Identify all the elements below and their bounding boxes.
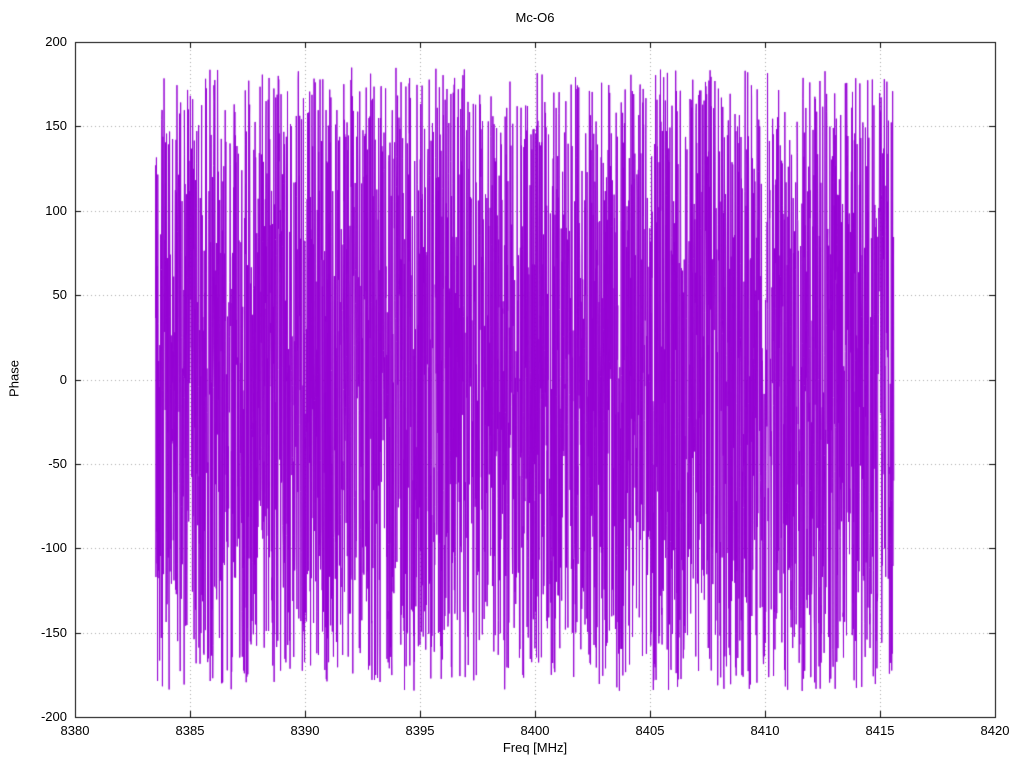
x-tick-label: 8405	[635, 723, 665, 738]
x-tick-label: 8385	[175, 723, 205, 738]
x-tick-label: 8380	[60, 723, 90, 738]
y-tick-label: 50	[52, 287, 67, 303]
y-tick-label: 100	[45, 202, 67, 218]
y-tick-label: -200	[40, 709, 67, 724]
y-tick-label: -100	[40, 540, 67, 556]
x-tick-label: 8390	[290, 723, 320, 738]
y-tick-label: -50	[48, 455, 67, 471]
x-tick-label: 8395	[405, 723, 435, 738]
x-axis-label: Freq [MHz]	[502, 740, 568, 755]
y-tick-label: 150	[45, 118, 67, 134]
x-tick-label: 8415	[865, 723, 895, 738]
y-tick-label: -150	[40, 624, 67, 640]
x-tick-label: 8410	[750, 723, 780, 738]
chart-title: Mc-O6	[515, 10, 555, 25]
y-tick-label: 200	[45, 34, 67, 49]
x-tick-label: 8420	[980, 723, 1010, 738]
y-tick-label: 0	[59, 371, 67, 387]
x-tick-label: 8400	[520, 723, 550, 738]
